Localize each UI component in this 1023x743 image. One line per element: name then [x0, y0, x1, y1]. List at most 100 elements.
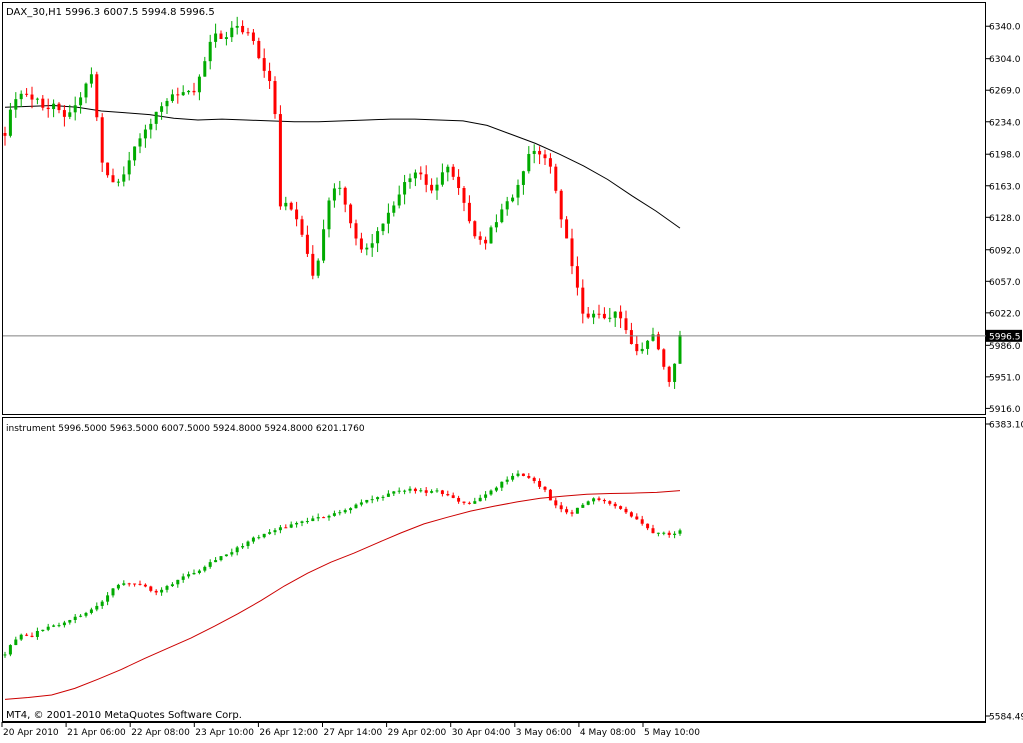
indicator-candle-body [68, 619, 72, 623]
indicator-candle-body [311, 518, 315, 522]
indicator-candle-body [543, 486, 547, 490]
indicator-candle-body [138, 583, 142, 585]
main-candle-body [359, 238, 363, 250]
indicator-candle-body [592, 498, 596, 502]
main-candle-body [273, 81, 277, 115]
indicator-candle-body [478, 497, 482, 502]
indicator-candle-body [25, 634, 29, 636]
main-candle-body [262, 58, 266, 71]
indicator-candle-body [106, 595, 110, 602]
main-candle-body [403, 182, 407, 195]
main-candle-body [197, 76, 201, 93]
main-candle-body [224, 37, 228, 39]
main-candle-body [165, 100, 169, 107]
indicator-candle-body [343, 510, 347, 513]
main-candle-body [462, 188, 466, 203]
indicator-candle-body [41, 629, 45, 632]
main-candle-body [219, 33, 223, 39]
main-candle-body [397, 194, 401, 206]
main-candle-body [57, 103, 61, 111]
main-candle-body [527, 153, 531, 172]
main-candle-body [311, 253, 315, 276]
main-candle-body [79, 97, 83, 106]
main-candle-body [41, 98, 45, 108]
indicator-candle-body [3, 654, 7, 656]
indicator-candle-body [354, 504, 358, 509]
indicator-candle-body [586, 501, 590, 505]
indicator-candle-body [575, 507, 579, 514]
indicator-candle-body [440, 490, 444, 495]
main-candle-body [73, 105, 77, 113]
main-candle-body [95, 74, 99, 118]
main-y-tick-label: 6340.0 [989, 23, 1021, 33]
indicator-candle-body [192, 572, 196, 575]
indicator-candle-body [52, 625, 56, 627]
main-panel-header: DAX_30,H1 5996.3 6007.5 5994.8 5996.5 [6, 7, 215, 18]
main-candle-body [543, 154, 547, 159]
indicator-candle-body [111, 588, 115, 596]
main-candle-body [435, 184, 439, 191]
main-candle-body [230, 27, 234, 38]
x-tick-label: 20 Apr 2010 [3, 728, 59, 738]
main-y-tick-label: 5951.0 [989, 373, 1021, 383]
indicator-candle-body [548, 489, 552, 501]
indicator-candle-body [246, 541, 250, 547]
indicator-panel-header: instrument 5996.5000 5963.5000 6007.5000… [6, 424, 365, 434]
indicator-candle-body [176, 579, 180, 585]
main-candle-body [327, 200, 331, 230]
current-price-box [986, 329, 1022, 342]
main-candle-body [532, 150, 536, 154]
indicator-candle-body [602, 500, 606, 502]
main-candle-body [3, 132, 7, 136]
indicator-candle-body [46, 626, 50, 630]
indicator-candle-body [559, 505, 563, 510]
main-candle-body [62, 110, 66, 117]
indicator-candle-body [89, 609, 93, 613]
indicator-candle-body [100, 601, 104, 606]
indicator-candle-body [462, 501, 466, 503]
main-candle-body [8, 109, 12, 136]
indicator-candle-body [494, 487, 498, 491]
main-candle-body [46, 107, 50, 110]
indicator-candle-body [181, 576, 185, 580]
main-candle-body [246, 32, 250, 34]
indicator-candle-body [349, 508, 353, 511]
main-candle-body [251, 32, 255, 41]
main-y-tick-label: 6128.0 [989, 214, 1021, 224]
main-candle-body [170, 94, 174, 101]
main-candle-body [646, 340, 650, 349]
indicator-candle-body [214, 560, 218, 563]
main-candle-body [484, 239, 488, 244]
main-candle-body [316, 260, 320, 276]
indicator-candle-body [397, 490, 401, 492]
indicator-candle-body [143, 584, 147, 587]
indicator-candle-body [467, 502, 471, 504]
main-candle-body [343, 187, 347, 205]
main-candle-body [419, 172, 423, 175]
indicator-candle-body [489, 490, 493, 495]
main-candle-body [624, 318, 628, 331]
indicator-candle-body [381, 496, 385, 498]
indicator-candle-body [262, 533, 266, 538]
indicator-candle-body [424, 490, 428, 493]
indicator-candle-body [446, 494, 450, 496]
indicator-candle-body [516, 473, 520, 476]
indicator-candle-body [662, 532, 666, 534]
main-candle-body [235, 25, 239, 28]
main-candle-body [257, 40, 261, 59]
main-y-tick-label: 6304.0 [989, 55, 1021, 65]
main-candle-body [656, 334, 660, 350]
x-tick-label: 3 May 06:00 [516, 728, 572, 738]
main-candle-body [613, 311, 617, 318]
main-candle-body [538, 150, 542, 155]
main-candle-body [300, 219, 304, 235]
main-candle-body [494, 222, 498, 228]
indicator-candle-body [435, 490, 439, 492]
main-candle-body [52, 103, 56, 110]
indicator-y-tick-label: 6383.100 [989, 421, 1023, 431]
indicator-candle-body [570, 512, 574, 514]
main-candle-body [376, 231, 380, 244]
indicator-candle-body [251, 537, 255, 542]
